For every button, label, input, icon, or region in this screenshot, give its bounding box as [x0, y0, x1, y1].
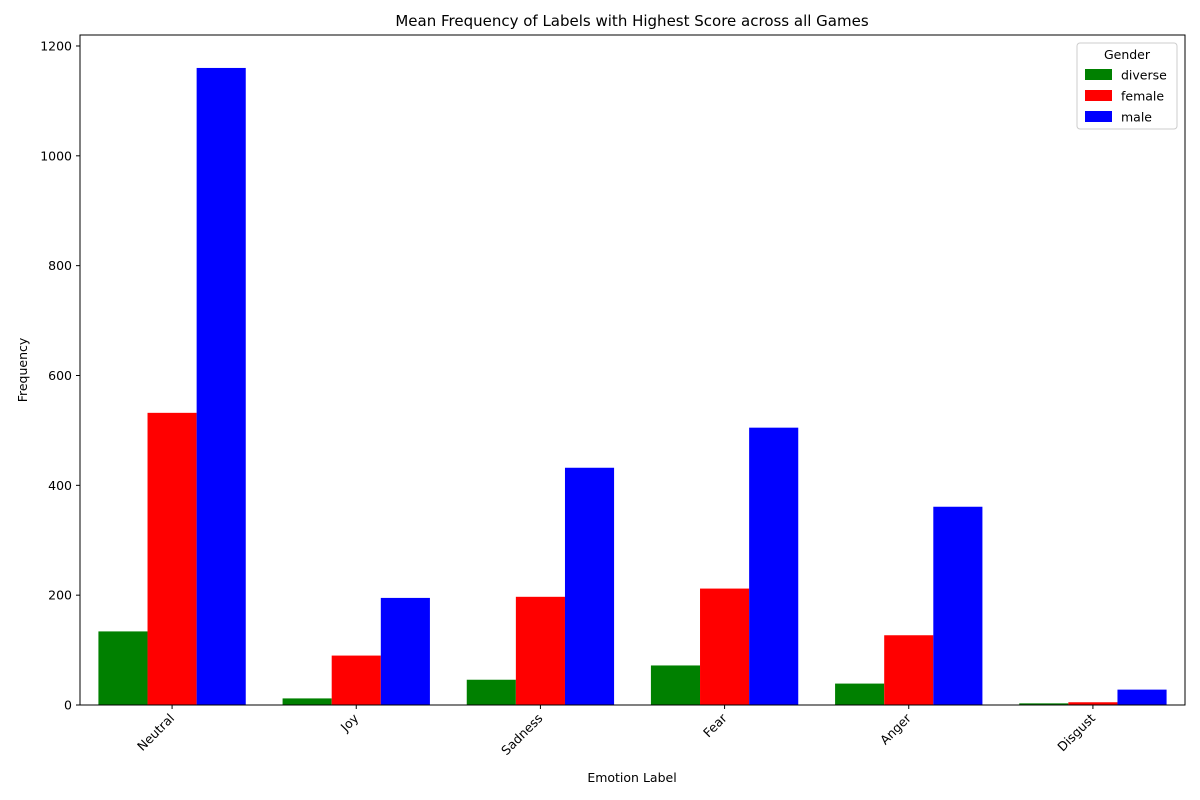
- y-axis: 0 200 400 600 800 1000 1200: [40, 38, 80, 713]
- bar-neutral-female: [147, 412, 197, 705]
- bar-joy-female: [331, 655, 381, 705]
- bar-disgust-diverse: [1019, 703, 1069, 705]
- bar-disgust-male: [1117, 689, 1167, 705]
- bar-anger-diverse: [835, 683, 885, 705]
- bar-sadness-female: [515, 596, 565, 705]
- bar-sadness-diverse: [466, 679, 516, 705]
- plot-frame: [79, 34, 1186, 706]
- legend-label-diverse: diverse: [1121, 68, 1167, 83]
- y-tick-label: 1000: [40, 148, 72, 163]
- x-tick-label-disgust: Disgust: [1054, 710, 1098, 754]
- x-tick-label-joy: Joy: [337, 710, 362, 735]
- x-tick-label-fear: Fear: [700, 710, 730, 740]
- x-tick-label-anger: Anger: [877, 710, 915, 748]
- bar-anger-male: [933, 506, 983, 705]
- bar-joy-male: [380, 597, 430, 705]
- bar-fear-diverse: [650, 665, 701, 705]
- chart-title: Mean Frequency of Labels with Highest Sc…: [395, 12, 869, 30]
- y-tick-label: 800: [48, 258, 72, 273]
- y-tick-label: 0: [64, 698, 72, 713]
- y-tick-label: 200: [48, 588, 72, 603]
- legend-swatch-male: [1085, 111, 1112, 122]
- bars-group: [98, 67, 1167, 706]
- legend-title: Gender: [1104, 47, 1151, 62]
- legend-label-male: male: [1121, 110, 1152, 125]
- bar-sadness-male: [564, 467, 615, 705]
- plot-area: [80, 35, 1185, 705]
- bar-joy-diverse: [282, 698, 332, 705]
- bar-fear-male: [749, 427, 799, 705]
- legend-label-female: female: [1121, 89, 1164, 104]
- legend-swatch-diverse: [1085, 69, 1112, 80]
- y-tick-label: 1200: [40, 38, 72, 53]
- x-axis: Neutral Joy Sadness Fear Anger Disgust: [134, 705, 1098, 758]
- y-axis-label: Frequency: [15, 337, 30, 402]
- legend-box: [1076, 42, 1178, 130]
- bar-fear-female: [700, 588, 750, 705]
- y-tick-label: 600: [48, 368, 72, 383]
- legend: Gender diverse female male: [1076, 42, 1178, 130]
- bar-neutral-diverse: [98, 631, 148, 705]
- bar-neutral-male: [196, 67, 246, 706]
- y-tick-label: 400: [48, 478, 72, 493]
- x-axis-label: Emotion Label: [587, 770, 676, 785]
- legend-swatch-female: [1085, 90, 1112, 101]
- x-tick-label-sadness: Sadness: [498, 711, 545, 758]
- bar-anger-female: [884, 635, 934, 705]
- bar-disgust-female: [1068, 702, 1118, 705]
- x-tick-label-neutral: Neutral: [134, 711, 177, 754]
